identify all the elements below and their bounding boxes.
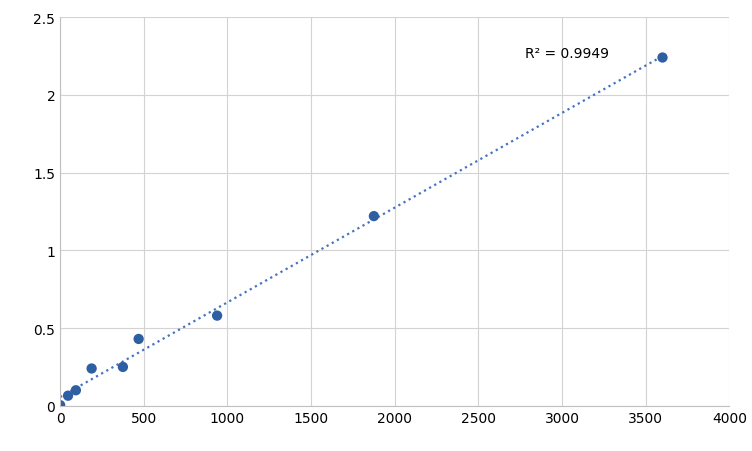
Point: [132, 336, 144, 343]
Point: [656, 55, 669, 62]
Point: [117, 364, 129, 371]
Point: [368, 213, 380, 220]
Point: [62, 392, 74, 400]
Text: R² = 0.9949: R² = 0.9949: [526, 47, 609, 61]
Point: [211, 312, 223, 319]
Point: [86, 365, 98, 372]
Point: [54, 402, 66, 409]
Point: [70, 387, 82, 394]
